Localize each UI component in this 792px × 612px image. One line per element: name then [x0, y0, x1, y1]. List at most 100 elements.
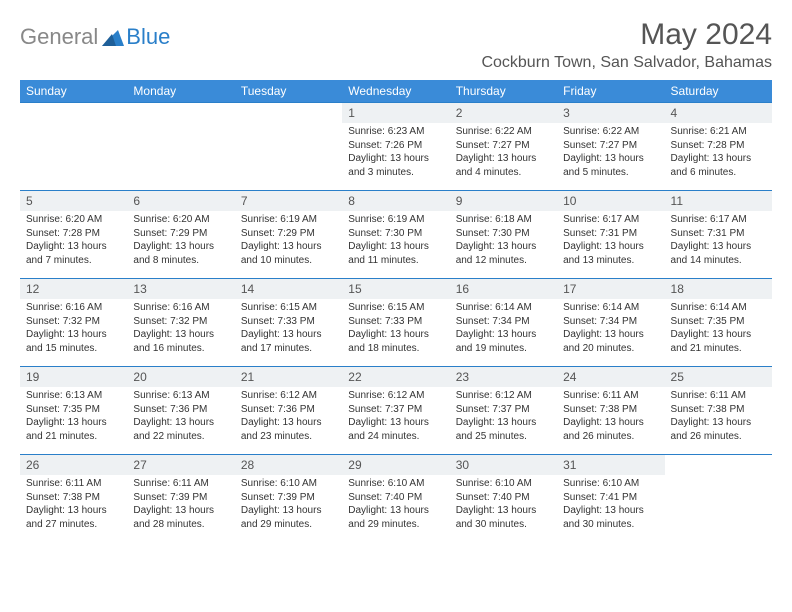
- day-number: 29: [342, 455, 449, 475]
- day-content: Sunrise: 6:10 AMSunset: 7:41 PMDaylight:…: [557, 475, 664, 535]
- calendar-week-row: 12Sunrise: 6:16 AMSunset: 7:32 PMDayligh…: [20, 279, 772, 367]
- day-number: 9: [450, 191, 557, 211]
- sunrise-text: Sunrise: 6:20 AM: [133, 213, 228, 227]
- sunrise-text: Sunrise: 6:17 AM: [671, 213, 766, 227]
- calendar-day-cell: 2Sunrise: 6:22 AMSunset: 7:27 PMDaylight…: [450, 103, 557, 191]
- day-content: Sunrise: 6:11 AMSunset: 7:38 PMDaylight:…: [557, 387, 664, 447]
- sunset-text: Sunset: 7:40 PM: [456, 491, 551, 505]
- sunset-text: Sunset: 7:30 PM: [456, 227, 551, 241]
- daylight-text: Daylight: 13 hours and 26 minutes.: [563, 416, 658, 443]
- day-number: 19: [20, 367, 127, 387]
- daylight-text: Daylight: 13 hours and 30 minutes.: [563, 504, 658, 531]
- sunset-text: Sunset: 7:34 PM: [563, 315, 658, 329]
- calendar-day-cell: 21Sunrise: 6:12 AMSunset: 7:36 PMDayligh…: [235, 367, 342, 455]
- calendar-day-cell: [665, 455, 772, 543]
- day-number: 2: [450, 103, 557, 123]
- day-content: Sunrise: 6:15 AMSunset: 7:33 PMDaylight:…: [235, 299, 342, 359]
- sunset-text: Sunset: 7:29 PM: [133, 227, 228, 241]
- day-content: Sunrise: 6:22 AMSunset: 7:27 PMDaylight:…: [557, 123, 664, 183]
- daylight-text: Daylight: 13 hours and 21 minutes.: [26, 416, 121, 443]
- sunrise-text: Sunrise: 6:14 AM: [563, 301, 658, 315]
- day-number: 6: [127, 191, 234, 211]
- sunrise-text: Sunrise: 6:10 AM: [563, 477, 658, 491]
- day-number: 23: [450, 367, 557, 387]
- sunset-text: Sunset: 7:26 PM: [348, 139, 443, 153]
- day-number: 8: [342, 191, 449, 211]
- daylight-text: Daylight: 13 hours and 15 minutes.: [26, 328, 121, 355]
- logo: General Blue: [20, 24, 170, 50]
- title-block: May 2024 Cockburn Town, San Salvador, Ba…: [481, 18, 772, 72]
- sunrise-text: Sunrise: 6:10 AM: [348, 477, 443, 491]
- day-content: Sunrise: 6:20 AMSunset: 7:28 PMDaylight:…: [20, 211, 127, 271]
- calendar-table: SundayMondayTuesdayWednesdayThursdayFrid…: [20, 80, 772, 543]
- sunset-text: Sunset: 7:28 PM: [26, 227, 121, 241]
- month-title: May 2024: [481, 18, 772, 52]
- sunset-text: Sunset: 7:36 PM: [133, 403, 228, 417]
- sunrise-text: Sunrise: 6:15 AM: [241, 301, 336, 315]
- day-content: Sunrise: 6:14 AMSunset: 7:34 PMDaylight:…: [557, 299, 664, 359]
- sunset-text: Sunset: 7:38 PM: [563, 403, 658, 417]
- day-content: Sunrise: 6:11 AMSunset: 7:38 PMDaylight:…: [20, 475, 127, 535]
- day-number: 31: [557, 455, 664, 475]
- weekday-header: Saturday: [665, 80, 772, 103]
- day-content: Sunrise: 6:13 AMSunset: 7:36 PMDaylight:…: [127, 387, 234, 447]
- sunset-text: Sunset: 7:38 PM: [671, 403, 766, 417]
- daylight-text: Daylight: 13 hours and 18 minutes.: [348, 328, 443, 355]
- day-number: 14: [235, 279, 342, 299]
- sunset-text: Sunset: 7:27 PM: [456, 139, 551, 153]
- daylight-text: Daylight: 13 hours and 19 minutes.: [456, 328, 551, 355]
- sunrise-text: Sunrise: 6:23 AM: [348, 125, 443, 139]
- sunrise-text: Sunrise: 6:16 AM: [26, 301, 121, 315]
- calendar-day-cell: 20Sunrise: 6:13 AMSunset: 7:36 PMDayligh…: [127, 367, 234, 455]
- weekday-header: Thursday: [450, 80, 557, 103]
- calendar-day-cell: 5Sunrise: 6:20 AMSunset: 7:28 PMDaylight…: [20, 191, 127, 279]
- day-number: 16: [450, 279, 557, 299]
- day-number: 10: [557, 191, 664, 211]
- sunrise-text: Sunrise: 6:14 AM: [456, 301, 551, 315]
- sunrise-text: Sunrise: 6:16 AM: [133, 301, 228, 315]
- calendar-day-cell: 3Sunrise: 6:22 AMSunset: 7:27 PMDaylight…: [557, 103, 664, 191]
- day-number: 26: [20, 455, 127, 475]
- weekday-header: Wednesday: [342, 80, 449, 103]
- calendar-day-cell: 6Sunrise: 6:20 AMSunset: 7:29 PMDaylight…: [127, 191, 234, 279]
- daylight-text: Daylight: 13 hours and 23 minutes.: [241, 416, 336, 443]
- daylight-text: Daylight: 13 hours and 22 minutes.: [133, 416, 228, 443]
- sunrise-text: Sunrise: 6:11 AM: [26, 477, 121, 491]
- day-content: Sunrise: 6:20 AMSunset: 7:29 PMDaylight:…: [127, 211, 234, 271]
- day-content: Sunrise: 6:22 AMSunset: 7:27 PMDaylight:…: [450, 123, 557, 183]
- sunrise-text: Sunrise: 6:18 AM: [456, 213, 551, 227]
- day-content: Sunrise: 6:11 AMSunset: 7:38 PMDaylight:…: [665, 387, 772, 447]
- sunset-text: Sunset: 7:32 PM: [133, 315, 228, 329]
- calendar-day-cell: 4Sunrise: 6:21 AMSunset: 7:28 PMDaylight…: [665, 103, 772, 191]
- sunset-text: Sunset: 7:27 PM: [563, 139, 658, 153]
- calendar-day-cell: 18Sunrise: 6:14 AMSunset: 7:35 PMDayligh…: [665, 279, 772, 367]
- daylight-text: Daylight: 13 hours and 17 minutes.: [241, 328, 336, 355]
- calendar-day-cell: 27Sunrise: 6:11 AMSunset: 7:39 PMDayligh…: [127, 455, 234, 543]
- calendar-body: 1Sunrise: 6:23 AMSunset: 7:26 PMDaylight…: [20, 103, 772, 543]
- daylight-text: Daylight: 13 hours and 21 minutes.: [671, 328, 766, 355]
- calendar-week-row: 5Sunrise: 6:20 AMSunset: 7:28 PMDaylight…: [20, 191, 772, 279]
- calendar-day-cell: 29Sunrise: 6:10 AMSunset: 7:40 PMDayligh…: [342, 455, 449, 543]
- daylight-text: Daylight: 13 hours and 10 minutes.: [241, 240, 336, 267]
- sunset-text: Sunset: 7:30 PM: [348, 227, 443, 241]
- sunset-text: Sunset: 7:41 PM: [563, 491, 658, 505]
- calendar-day-cell: 22Sunrise: 6:12 AMSunset: 7:37 PMDayligh…: [342, 367, 449, 455]
- calendar-day-cell: 1Sunrise: 6:23 AMSunset: 7:26 PMDaylight…: [342, 103, 449, 191]
- day-number: 17: [557, 279, 664, 299]
- sunrise-text: Sunrise: 6:19 AM: [241, 213, 336, 227]
- sunset-text: Sunset: 7:37 PM: [456, 403, 551, 417]
- sunrise-text: Sunrise: 6:10 AM: [241, 477, 336, 491]
- daylight-text: Daylight: 13 hours and 12 minutes.: [456, 240, 551, 267]
- sunrise-text: Sunrise: 6:22 AM: [456, 125, 551, 139]
- day-number: 25: [665, 367, 772, 387]
- day-number: 11: [665, 191, 772, 211]
- daylight-text: Daylight: 13 hours and 30 minutes.: [456, 504, 551, 531]
- day-content: Sunrise: 6:10 AMSunset: 7:40 PMDaylight:…: [342, 475, 449, 535]
- sunrise-text: Sunrise: 6:12 AM: [348, 389, 443, 403]
- sunset-text: Sunset: 7:39 PM: [241, 491, 336, 505]
- daylight-text: Daylight: 13 hours and 11 minutes.: [348, 240, 443, 267]
- calendar-day-cell: 8Sunrise: 6:19 AMSunset: 7:30 PMDaylight…: [342, 191, 449, 279]
- daylight-text: Daylight: 13 hours and 25 minutes.: [456, 416, 551, 443]
- calendar-day-cell: 16Sunrise: 6:14 AMSunset: 7:34 PMDayligh…: [450, 279, 557, 367]
- header: General Blue May 2024 Cockburn Town, San…: [20, 18, 772, 72]
